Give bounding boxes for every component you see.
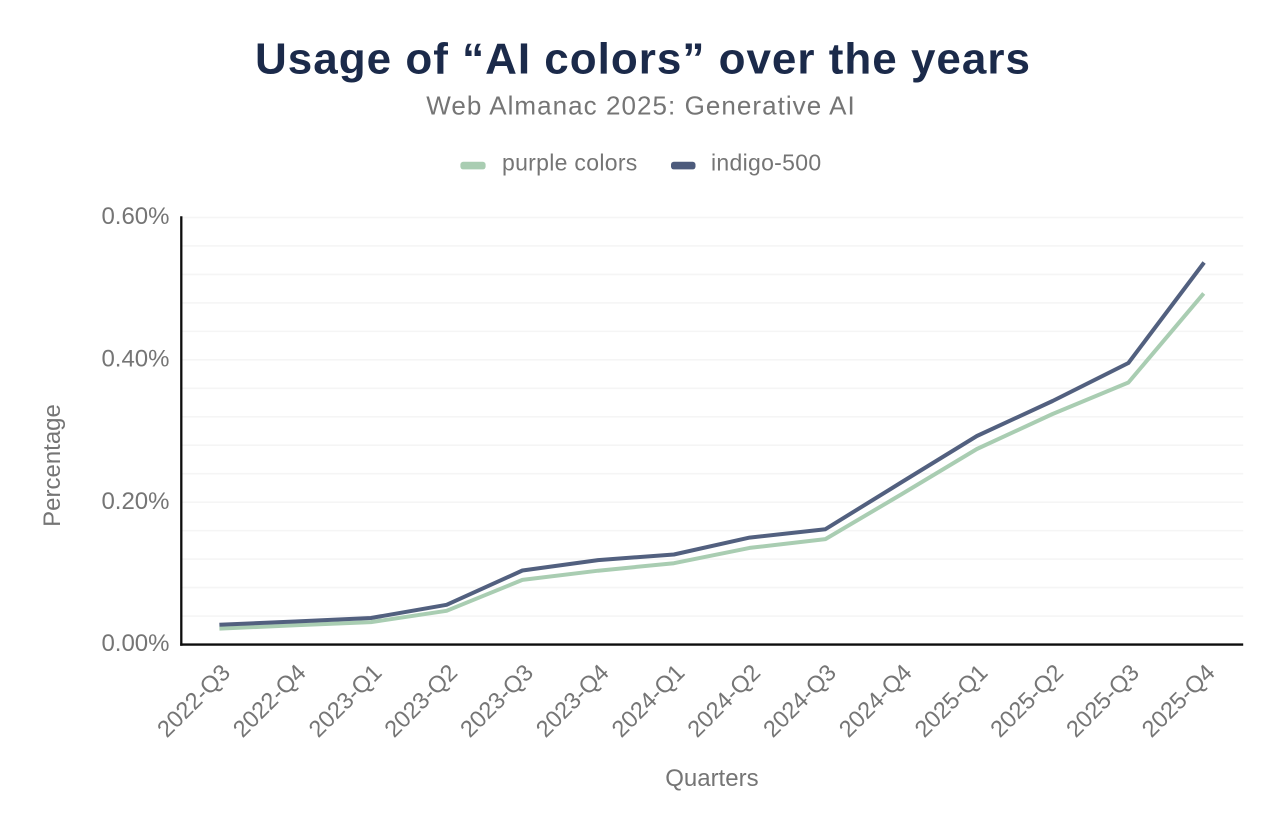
- svg-text:purple colors: purple colors: [502, 150, 638, 176]
- svg-text:Usage of “AI colors” over the: Usage of “AI colors” over the years: [255, 35, 1031, 84]
- svg-text:0.20%: 0.20%: [101, 488, 169, 515]
- svg-text:Quarters: Quarters: [665, 765, 758, 792]
- svg-text:0.00%: 0.00%: [101, 630, 169, 657]
- svg-text:Web Almanac 2025: Generative A: Web Almanac 2025: Generative AI: [426, 91, 856, 121]
- svg-text:indigo-500: indigo-500: [711, 150, 821, 176]
- svg-text:Percentage: Percentage: [39, 404, 66, 527]
- svg-text:0.60%: 0.60%: [101, 203, 169, 230]
- svg-text:0.40%: 0.40%: [101, 345, 169, 372]
